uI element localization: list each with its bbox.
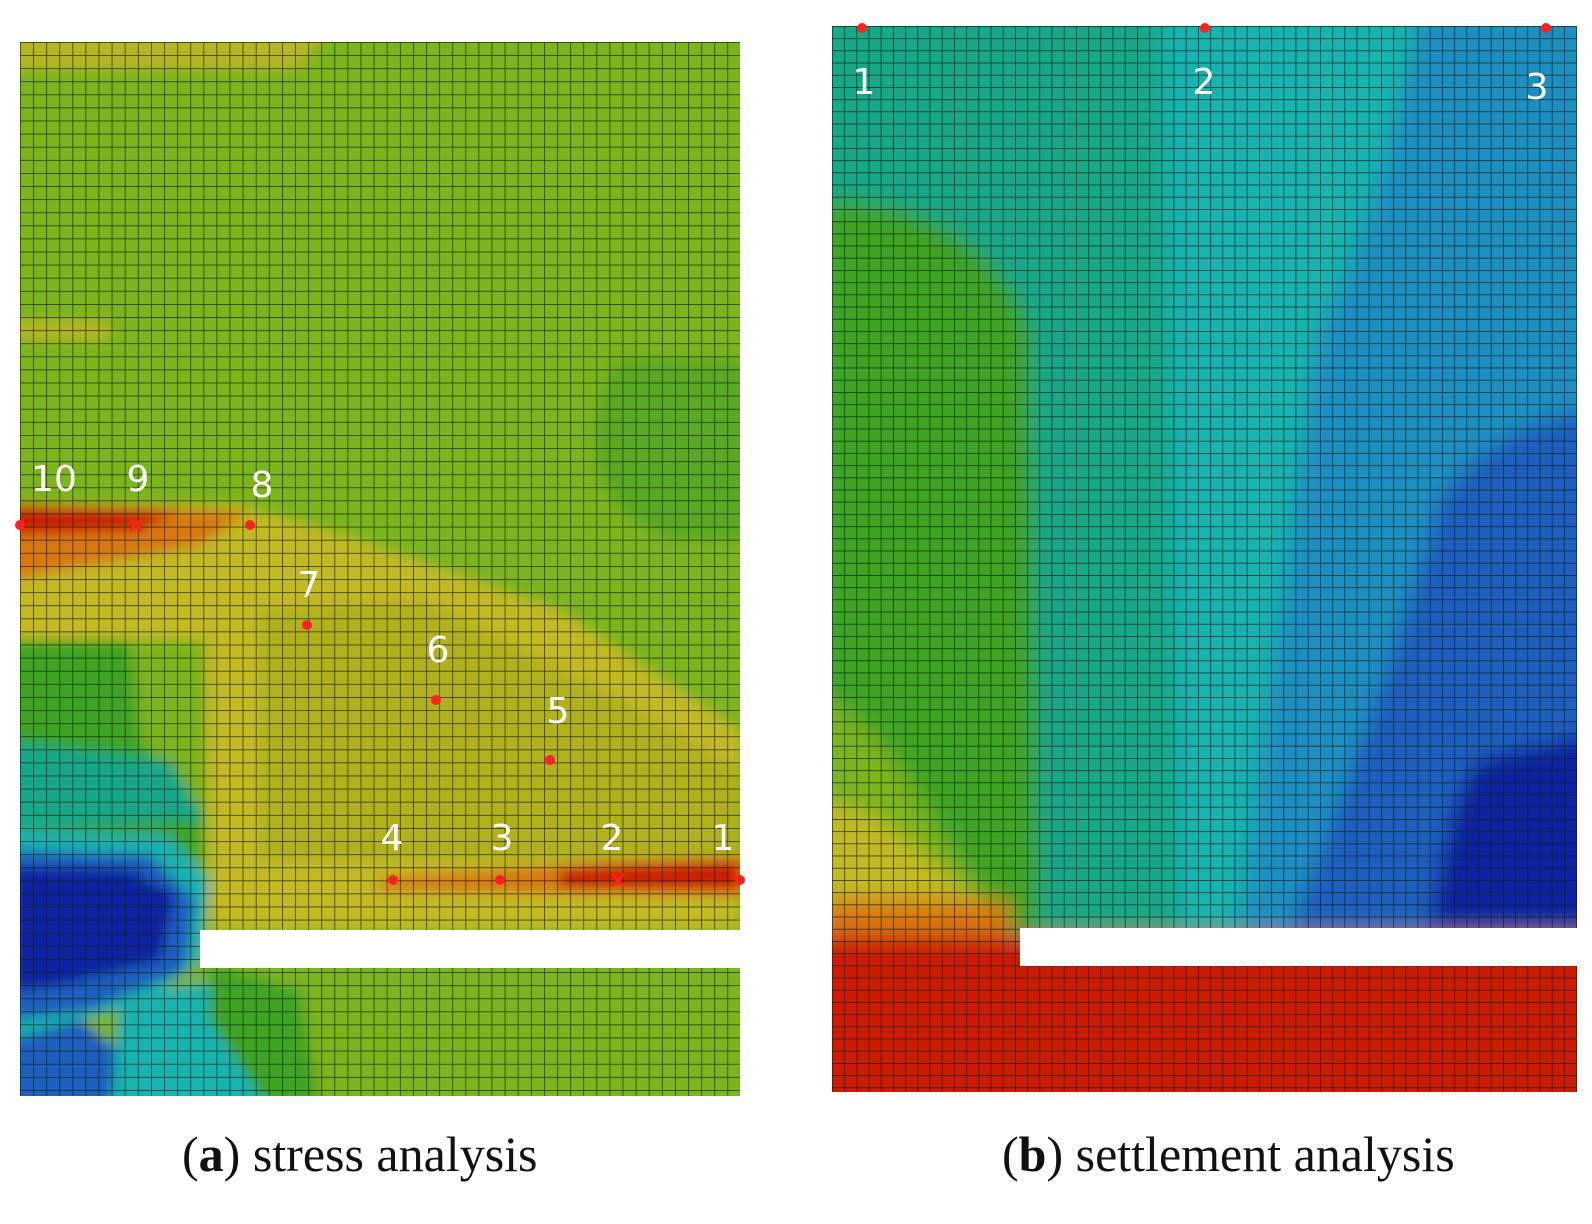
measurement-label: 7 bbox=[298, 565, 321, 606]
measurement-marker bbox=[1541, 23, 1551, 33]
caption-a: (a) stress analysis bbox=[182, 1126, 538, 1182]
measurement-marker bbox=[857, 23, 867, 33]
measurement-label: 10 bbox=[31, 459, 77, 500]
caption-a-text: stress analysis bbox=[252, 1126, 538, 1182]
measurement-label: 2 bbox=[601, 818, 624, 859]
measurement-label: 1 bbox=[712, 818, 735, 859]
measurement-marker bbox=[610, 872, 626, 888]
measurement-marker bbox=[1200, 23, 1210, 33]
measurement-marker bbox=[15, 520, 25, 530]
measurement-marker bbox=[128, 517, 144, 533]
measurement-label: 6 bbox=[427, 630, 450, 671]
measurement-marker bbox=[431, 695, 441, 705]
measurement-marker bbox=[735, 875, 745, 885]
measurement-label: 8 bbox=[251, 465, 274, 506]
measurement-label: 9 bbox=[127, 459, 150, 500]
caption-a-letter: a bbox=[198, 1126, 224, 1182]
measurement-label: 3 bbox=[1526, 67, 1549, 108]
caption-b-letter: b bbox=[1018, 1126, 1047, 1182]
measurement-marker bbox=[545, 755, 555, 765]
settlement-contour-panel bbox=[832, 26, 1577, 1092]
caption-b-text: settlement analysis bbox=[1075, 1126, 1455, 1182]
measurement-marker bbox=[388, 875, 398, 885]
stress-contour-panel bbox=[20, 42, 740, 1096]
measurement-marker bbox=[302, 620, 312, 630]
mesh-grid bbox=[20, 42, 740, 1096]
measurement-marker bbox=[495, 875, 505, 885]
measurement-label: 5 bbox=[547, 691, 570, 732]
mesh-grid bbox=[832, 26, 1577, 1092]
measurement-points: 1 2 3 4 5 6 7 8 9 10 1 2 3 bbox=[15, 23, 1551, 888]
measurement-label: 2 bbox=[1193, 62, 1216, 103]
measurement-label: 3 bbox=[491, 818, 514, 859]
measurement-label: 1 bbox=[853, 62, 876, 103]
caption-b: (b) settlement analysis bbox=[1002, 1126, 1455, 1182]
measurement-label: 4 bbox=[381, 818, 404, 859]
measurement-marker bbox=[245, 520, 255, 530]
